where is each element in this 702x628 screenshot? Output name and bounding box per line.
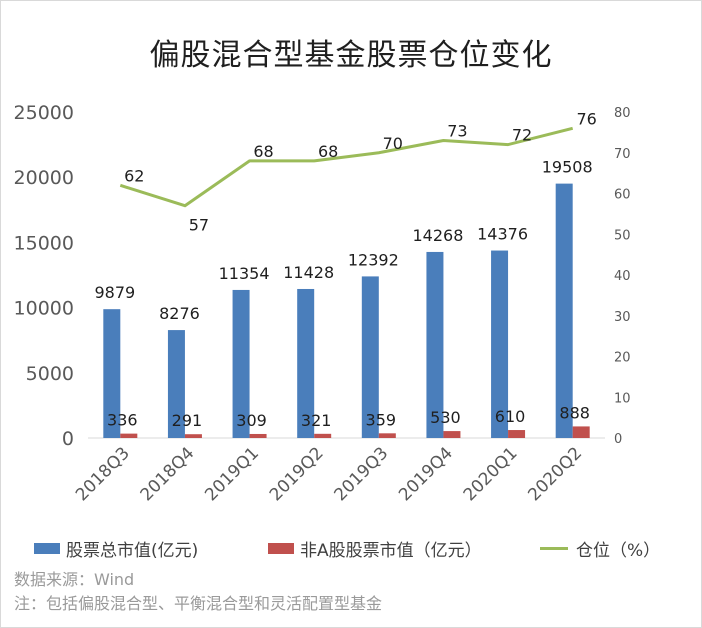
legend-label-nona: 非A股股票市值（亿元）: [300, 540, 482, 561]
y-right-tick-label: 70: [614, 147, 631, 162]
x-tick-label: 2020Q2: [524, 443, 586, 505]
bar-nona: [120, 433, 138, 438]
bar-total: [426, 251, 444, 438]
data-label-position: 73: [447, 122, 467, 141]
data-label-position: 57: [189, 216, 209, 235]
bar-nona: [184, 434, 202, 438]
data-label-total: 19508: [542, 158, 593, 177]
legend-swatch-position: [540, 546, 568, 550]
bar-nona: [572, 426, 590, 438]
data-label-total: 11428: [283, 263, 334, 282]
data-label-position: 68: [318, 142, 338, 161]
x-tick-label: 2020Q1: [460, 443, 522, 505]
x-tick-label: 2019Q2: [266, 443, 328, 505]
data-label-nona: 291: [172, 411, 203, 430]
bar-total: [361, 276, 379, 438]
data-label-total: 14268: [412, 226, 463, 245]
remark-note: 注：包括偏股混合型、平衡混合型和灵活配置型基金: [14, 594, 383, 613]
data-label-position: 62: [124, 166, 144, 185]
data-label-nona: 336: [107, 411, 138, 430]
bar-nona: [443, 431, 461, 438]
y-right-tick-label: 50: [614, 228, 631, 243]
data-label-nona: 610: [495, 407, 526, 426]
legend-swatch-total: [34, 542, 60, 554]
y-right-tick-label: 20: [614, 351, 631, 366]
bar-nona: [314, 433, 332, 438]
data-label-nona: 359: [366, 410, 397, 429]
source-note: 数据来源：Wind: [14, 570, 135, 589]
data-label-total: 8276: [159, 304, 200, 323]
data-label-total: 11354: [219, 264, 270, 283]
x-tick-label: 2019Q1: [201, 443, 263, 505]
x-tick-label: 2018Q3: [72, 443, 134, 505]
bar-total: [555, 183, 573, 438]
bar-total: [232, 289, 250, 438]
data-label-nona: 888: [559, 403, 590, 422]
bar-nona: [249, 433, 267, 438]
legend-item-position: 仓位（%）: [540, 536, 661, 561]
y-left-tick-label: 25000: [14, 102, 74, 124]
bar-nona: [508, 430, 526, 438]
bar-total: [167, 330, 185, 438]
data-label-position: 68: [253, 142, 273, 161]
data-label-total: 9879: [94, 283, 135, 302]
y-right-tick-label: 10: [614, 391, 631, 406]
y-left-tick-label: 0: [62, 428, 74, 450]
y-left-tick-label: 20000: [14, 167, 74, 189]
y-left-tick-label: 10000: [14, 298, 74, 320]
position-line: [119, 126, 574, 208]
legend-item-total: 股票总市值(亿元): [34, 536, 199, 561]
x-tick-label: 2019Q4: [395, 443, 457, 505]
y-left-tick-label: 15000: [14, 232, 74, 254]
data-label-position: 76: [577, 109, 597, 128]
data-label-total: 14376: [477, 225, 528, 244]
legend-label-position: 仓位（%）: [576, 540, 661, 561]
bar-total: [297, 288, 315, 438]
data-label-position: 72: [512, 126, 532, 145]
y-left-tick-label: 5000: [26, 363, 74, 385]
legend-item-nona: 非A股股票市值（亿元）: [268, 536, 482, 561]
y-right-tick-label: 40: [614, 269, 631, 284]
x-tick-label: 2019Q3: [330, 443, 392, 505]
bar-nona: [378, 433, 396, 438]
data-label-nona: 530: [430, 408, 461, 427]
x-tick-label: 2018Q4: [137, 443, 199, 505]
data-label-nona: 321: [301, 411, 332, 430]
data-label-position: 70: [383, 134, 403, 153]
y-right-tick-label: 60: [614, 188, 631, 203]
bar-total: [103, 309, 121, 438]
legend-swatch-nona: [268, 542, 294, 554]
data-label-nona: 309: [236, 411, 267, 430]
chart-title: 偏股混合型基金股票仓位变化: [149, 38, 553, 73]
y-right-tick-label: 80: [614, 106, 631, 121]
y-right-tick-label: 0: [614, 432, 622, 447]
y-right-tick-label: 30: [614, 310, 631, 325]
data-label-total: 12392: [348, 250, 399, 269]
legend-label-total: 股票总市值(亿元): [66, 540, 199, 561]
bar-total: [491, 250, 509, 438]
